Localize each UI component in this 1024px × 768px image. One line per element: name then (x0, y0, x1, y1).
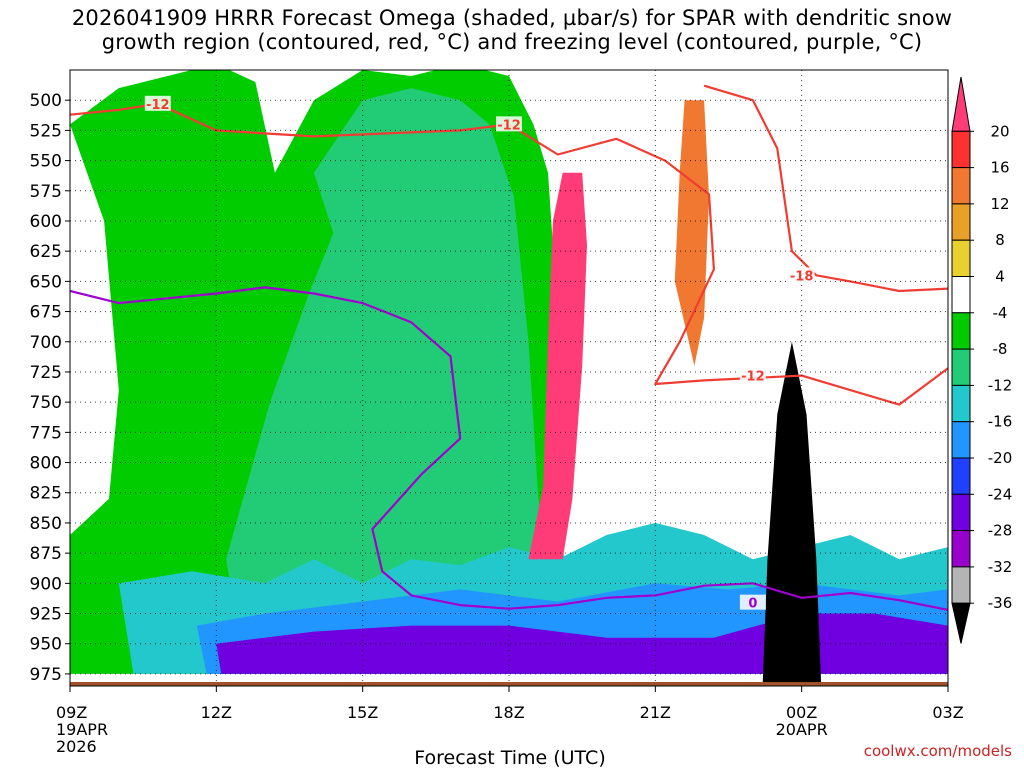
colorbar-label-3: 8 (995, 231, 1005, 249)
colorbar: 20 16 12 8 4 -4 -8 -12 -16 -20 -24 -28 -32 -36 (951, 76, 1013, 644)
y-tick-label-775: 775 (30, 423, 62, 443)
colorbar-label-2: 12 (990, 195, 1009, 213)
x-tick-label-12-0: 21Z (640, 703, 671, 722)
y-tick-label-875: 875 (30, 544, 62, 564)
y-tick-label-700: 700 (30, 333, 62, 353)
colorbar-label-6: -8 (993, 340, 1008, 358)
colorbar-segment-1 (951, 130, 971, 169)
contour-label-dendritic-upper-2: -12 (741, 370, 765, 385)
contour-labels: -12 -12 -12 -18 0 (144, 95, 815, 612)
contour-label-bg-dendritic-upper-0 (144, 95, 171, 111)
colorbar-label-10: -24 (988, 485, 1013, 503)
y-tick-label-975: 975 (30, 665, 62, 685)
contour-dendritic-upper (70, 102, 948, 406)
colorbar-label-9: -20 (988, 449, 1013, 467)
y-tick-label-525: 525 (30, 121, 62, 141)
x-tick-label-0-2: 2026 (56, 737, 97, 756)
chart-title-line-1: 2026041909 HRRR Forecast Omega (shaded, … (71, 6, 953, 30)
colorbar-label-13: -36 (988, 594, 1013, 612)
contour-label-dendritic-upper-1: -12 (497, 118, 521, 133)
contour-lines (70, 84, 948, 611)
y-tick-label-850: 850 (30, 514, 62, 534)
colorbar-segment-11 (951, 493, 971, 532)
colorbar-label-4: 4 (995, 268, 1005, 286)
colorbar-label-5: -4 (993, 304, 1008, 322)
x-tick-label-9-0: 18Z (493, 703, 524, 722)
y-tick-label-650: 650 (30, 272, 62, 292)
credit-text: coolwx.com/models (863, 742, 1012, 760)
colorbar-segment-10 (951, 457, 971, 495)
colorbar-segment-14 (951, 602, 971, 644)
y-tick-label-900: 900 (30, 574, 62, 594)
x-tick-label-18-0: 03Z (932, 703, 963, 722)
y-tick-label-750: 750 (30, 393, 62, 413)
y-tick-label-575: 575 (30, 182, 62, 202)
colorbar-label-8: -16 (988, 413, 1013, 431)
y-tick-label-825: 825 (30, 484, 62, 504)
plot-area (70, 70, 948, 686)
y-tick-label-550: 550 (30, 152, 62, 172)
omega-region-pink-column (528, 172, 587, 560)
colorbar-segment-13 (951, 566, 971, 604)
contour-label-bg-dendritic-upper-1 (496, 116, 522, 132)
colorbar-segment-8 (951, 384, 971, 423)
x-tick-label-3-0: 12Z (201, 703, 232, 722)
colorbar-segment-3 (951, 203, 971, 241)
y-tick-label-800: 800 (30, 454, 62, 474)
x-tick-label-15-1: 20APR (776, 720, 828, 739)
colorbar-label-12: -32 (988, 558, 1013, 576)
colorbar-segment-7 (951, 348, 971, 386)
omega-shading (70, 70, 948, 686)
omega-region-teal-ridge (226, 88, 568, 674)
x-tick-label-0-0: 09Z (56, 703, 87, 722)
colorbar-segment-4 (951, 239, 971, 277)
contour-label-freezing-level-0: 0 (748, 597, 757, 612)
x-tick-label-15-0: 00Z (786, 703, 817, 722)
y-tick-label-950: 950 (30, 635, 62, 655)
contour-label-bg-freezing-level-0 (739, 594, 766, 610)
colorbar-label-11: -28 (988, 522, 1013, 540)
y-tick-label-675: 675 (30, 303, 62, 323)
colorbar-segment-6 (951, 312, 971, 350)
contour-label-bg-dendritic-lower-0 (788, 267, 815, 283)
y-tick-label-925: 925 (30, 605, 62, 625)
colorbar-label-1: 16 (990, 159, 1009, 177)
colorbar-segment-5 (951, 276, 971, 314)
contour-dendritic-lower (703, 84, 948, 293)
colorbar-label-0: 20 (990, 122, 1009, 140)
colorbar-segment-0 (951, 76, 971, 132)
contour-label-dendritic-upper-0: -12 (146, 98, 170, 113)
contour-freezing-level (70, 286, 948, 611)
x-tick-label-6-0: 15Z (347, 703, 378, 722)
contour-label-bg-dendritic-upper-2 (739, 367, 766, 383)
x-axis-label: Forecast Time (UTC) (414, 747, 605, 768)
colorbar-segment-12 (951, 530, 971, 568)
colorbar-label-7: -12 (988, 376, 1013, 394)
chart-title-line-2: growth region (contoured, red, °C) and f… (101, 30, 923, 54)
y-tick-label-625: 625 (30, 242, 62, 262)
colorbar-segment-2 (951, 167, 971, 205)
omega-region-black-core (762, 341, 822, 686)
y-tick-label-600: 600 (30, 212, 62, 232)
contour-label-dendritic-lower-0: -18 (790, 269, 814, 284)
x-tick-label-0-1: 19APR (56, 720, 108, 739)
y-axis: 500 525 550 575 600 625 650 675 700 725 750 775 800 8… (30, 91, 70, 685)
colorbar-segment-9 (951, 421, 971, 459)
terrain-bar (70, 682, 948, 686)
y-tick-label-725: 725 (30, 363, 62, 383)
chart-title: 2026041909 HRRR Forecast Omega (shaded, … (0, 6, 1024, 54)
y-tick-label-500: 500 (30, 91, 62, 111)
